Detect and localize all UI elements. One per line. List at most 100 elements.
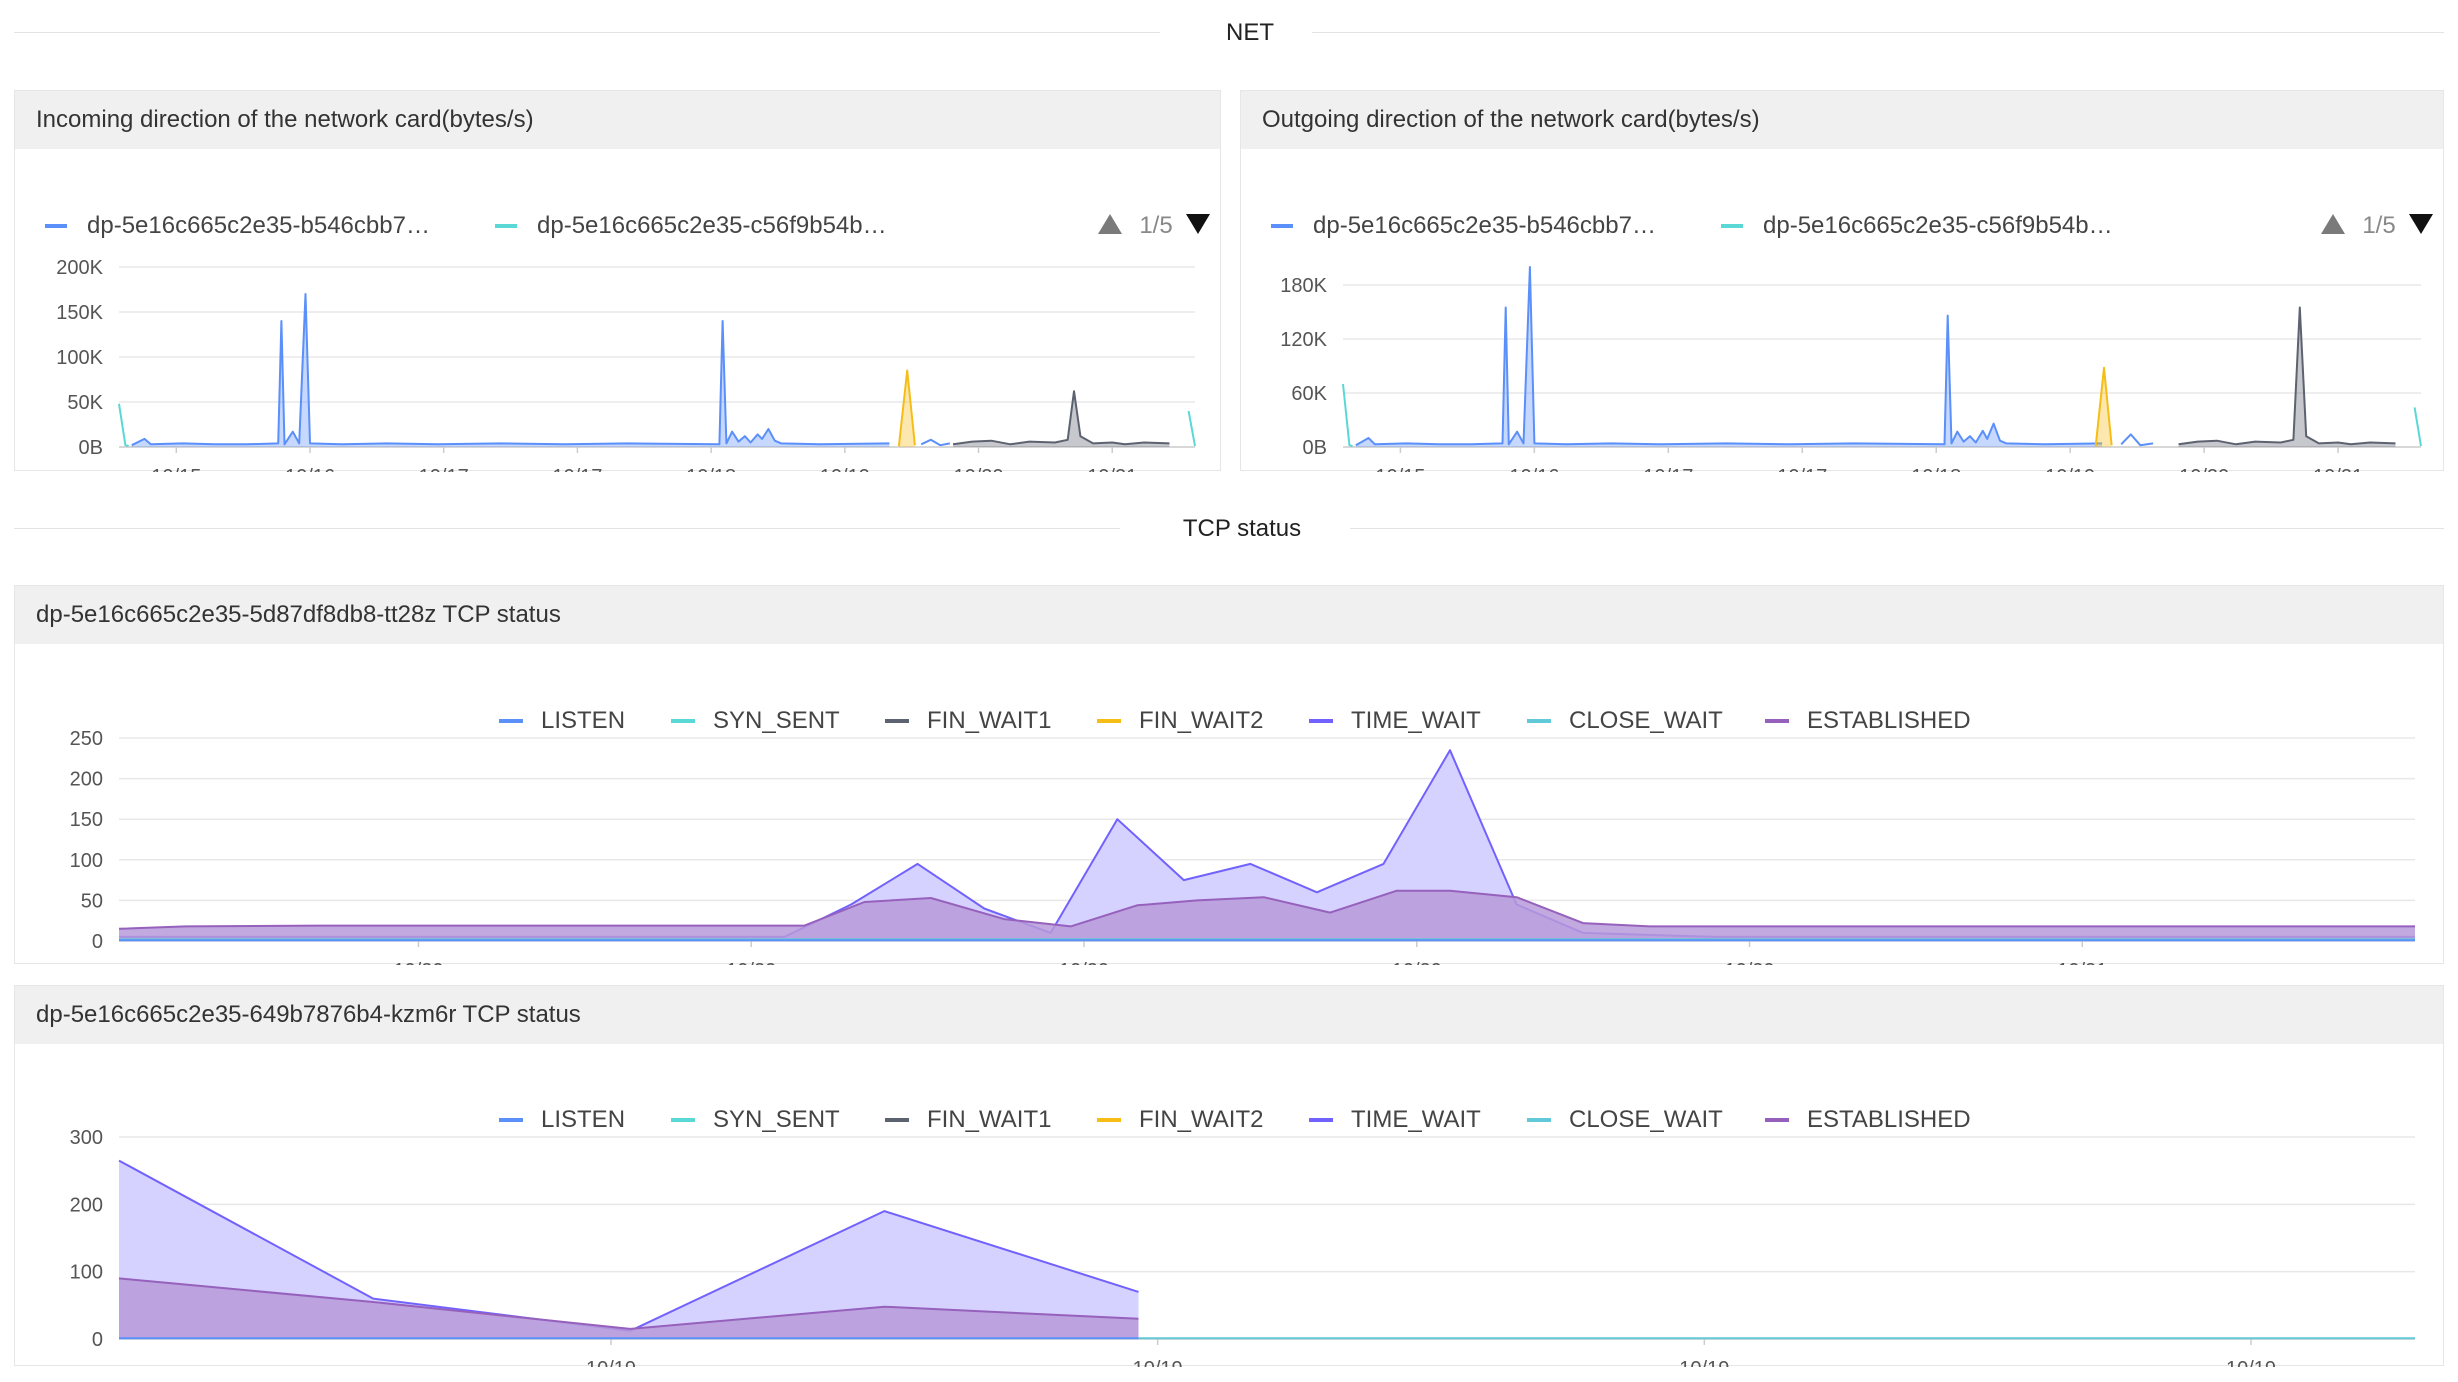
series-area: [898, 370, 915, 447]
series-area: [119, 1160, 1139, 1339]
legend-item-label: dp-5e16c665c2e35-c56f9b54b…: [537, 212, 887, 239]
series-line: [2178, 306, 2396, 446]
legend-prev-page-button[interactable]: [2321, 214, 2345, 234]
series-line: [118, 1277, 1139, 1330]
legend-item-label: dp-5e16c665c2e35-b546cbb7…: [87, 212, 430, 239]
tcp-status-panel-tt28z: dp-5e16c665c2e35-5d87df8db8-tt28z TCP st…: [14, 585, 2444, 965]
series-line: [1187, 410, 1196, 447]
x-tick-date: 10/19: [1679, 1358, 1729, 1367]
x-tick-date: 10/19: [2045, 466, 2095, 472]
y-tick-label: 200: [70, 1194, 103, 1216]
y-tick-label: 300: [70, 1127, 103, 1149]
x-tick-date: 10/19: [2226, 1358, 2276, 1367]
x-tick-date: 10/21: [2313, 466, 2363, 472]
tcp-section-divider: TCP status: [14, 509, 2444, 549]
series-line: [1342, 383, 1353, 448]
incoming-network-chart: 0B50K100K150K200K10/1507:0010/1604:0010/…: [45, 212, 1210, 472]
x-tick-date: 10/20: [393, 960, 443, 965]
series-area: [953, 391, 1170, 447]
series-line: [131, 293, 890, 447]
x-tick-date: 10/17: [419, 466, 469, 472]
legend-item-label: TIME_WAIT: [1351, 1106, 1481, 1133]
series-line: [952, 390, 1170, 446]
tcp-status-chart-tt28z: 05010015020025010/2003:0010/2008:0010/20…: [70, 707, 2415, 965]
tcp-section-title: TCP status: [1182, 515, 1302, 542]
y-tick-label: 200: [70, 769, 103, 791]
legend-item-label: dp-5e16c665c2e35-b546cbb7…: [1313, 212, 1656, 239]
panel-header: dp-5e16c665c2e35-649b7876b4-kzm6r TCP st…: [15, 986, 2443, 1044]
outgoing-network-panel: Outgoing direction of the network card(b…: [1240, 90, 2444, 472]
x-tick-date: 10/21: [1087, 466, 1137, 472]
legend-next-page-button[interactable]: [1186, 214, 1210, 234]
net-section-title: NET: [1226, 19, 1274, 46]
series-area: [1355, 267, 2103, 447]
x-tick-date: 10/15: [1375, 466, 1425, 472]
legend-item-label: CLOSE_WAIT: [1569, 707, 1723, 734]
series-line: [118, 889, 2415, 930]
tcp-status-panel-kzm6r: dp-5e16c665c2e35-649b7876b4-kzm6r TCP st…: [14, 985, 2444, 1367]
x-tick-date: 10/20: [1059, 960, 1109, 965]
x-tick-date: 10/20: [726, 960, 776, 965]
legend-item-label: FIN_WAIT1: [927, 707, 1051, 734]
y-tick-label: 50K: [67, 392, 103, 414]
y-tick-label: 0B: [79, 437, 103, 459]
panel-title: Outgoing direction of the network card(b…: [1262, 106, 1760, 133]
legend-item-label: FIN_WAIT1: [927, 1106, 1051, 1133]
x-tick-date: 10/20: [953, 466, 1003, 472]
x-tick-date: 10/18: [1911, 466, 1961, 472]
series-line: [118, 403, 129, 448]
y-tick-label: 100K: [56, 347, 103, 369]
y-tick-label: 100: [70, 1262, 103, 1284]
panel-title: dp-5e16c665c2e35-5d87df8db8-tt28z TCP st…: [36, 601, 561, 628]
x-tick-date: 10/20: [1724, 960, 1774, 965]
legend-item-label: ESTABLISHED: [1807, 707, 1971, 734]
x-tick-date: 10/19: [1133, 1358, 1183, 1367]
x-tick-date: 10/17: [1777, 466, 1827, 472]
x-tick-date: 10/17: [1643, 466, 1693, 472]
x-tick-date: 10/20: [2179, 466, 2229, 472]
panel-header: dp-5e16c665c2e35-5d87df8db8-tt28z TCP st…: [15, 586, 2443, 644]
y-tick-label: 250: [70, 728, 103, 750]
y-tick-label: 120K: [1280, 329, 1327, 351]
y-tick-label: 50: [81, 890, 103, 912]
series-line: [2120, 433, 2154, 447]
legend-pager: 1/5: [1139, 212, 1172, 239]
x-tick-date: 10/18: [686, 466, 736, 472]
legend-next-page-button[interactable]: [2409, 214, 2433, 234]
legend-prev-page-button[interactable]: [1098, 214, 1122, 234]
x-tick-date: 10/20: [1392, 960, 1442, 965]
outgoing-network-chart: 0B60K120K180K10/1507:0010/1604:0010/1701…: [1271, 212, 2433, 472]
x-tick-date: 10/17: [552, 466, 602, 472]
tcp-status-chart-kzm6r: 010020030010/1913:0010/1915:0010/1917:00…: [70, 1106, 2415, 1367]
legend-item-label: ESTABLISHED: [1807, 1106, 1971, 1133]
y-tick-label: 150: [70, 809, 103, 831]
y-tick-label: 150K: [56, 302, 103, 324]
x-tick-date: 10/19: [820, 466, 870, 472]
panel-header: Incoming direction of the network card(b…: [15, 91, 1220, 149]
x-tick-date: 10/15: [151, 466, 201, 472]
series-line: [897, 369, 916, 447]
series-area: [2178, 307, 2396, 447]
legend-item-label: CLOSE_WAIT: [1569, 1106, 1723, 1133]
legend-item-label: SYN_SENT: [713, 707, 840, 734]
y-tick-label: 0B: [1303, 437, 1327, 459]
legend-item-label: SYN_SENT: [713, 1106, 840, 1133]
series-area: [119, 890, 2415, 941]
x-tick-date: 10/21: [2057, 960, 2107, 965]
legend-item-label: FIN_WAIT2: [1139, 707, 1263, 734]
y-tick-label: 0: [92, 931, 103, 953]
x-tick-date: 10/16: [285, 466, 335, 472]
net-section-divider: NET: [14, 13, 2444, 53]
panel-header: Outgoing direction of the network card(b…: [1241, 91, 2443, 149]
series-line: [920, 438, 951, 447]
legend-item-label: FIN_WAIT2: [1139, 1106, 1263, 1133]
panel-title: Incoming direction of the network card(b…: [36, 106, 534, 133]
legend-pager: 1/5: [2362, 212, 2395, 239]
series-area: [119, 1278, 1139, 1339]
series-line: [1355, 266, 2103, 447]
x-tick-date: 10/19: [586, 1358, 636, 1367]
legend-item-label: LISTEN: [541, 707, 625, 734]
y-tick-label: 0: [92, 1329, 103, 1351]
series-area: [2095, 367, 2112, 447]
y-tick-label: 180K: [1280, 275, 1327, 297]
